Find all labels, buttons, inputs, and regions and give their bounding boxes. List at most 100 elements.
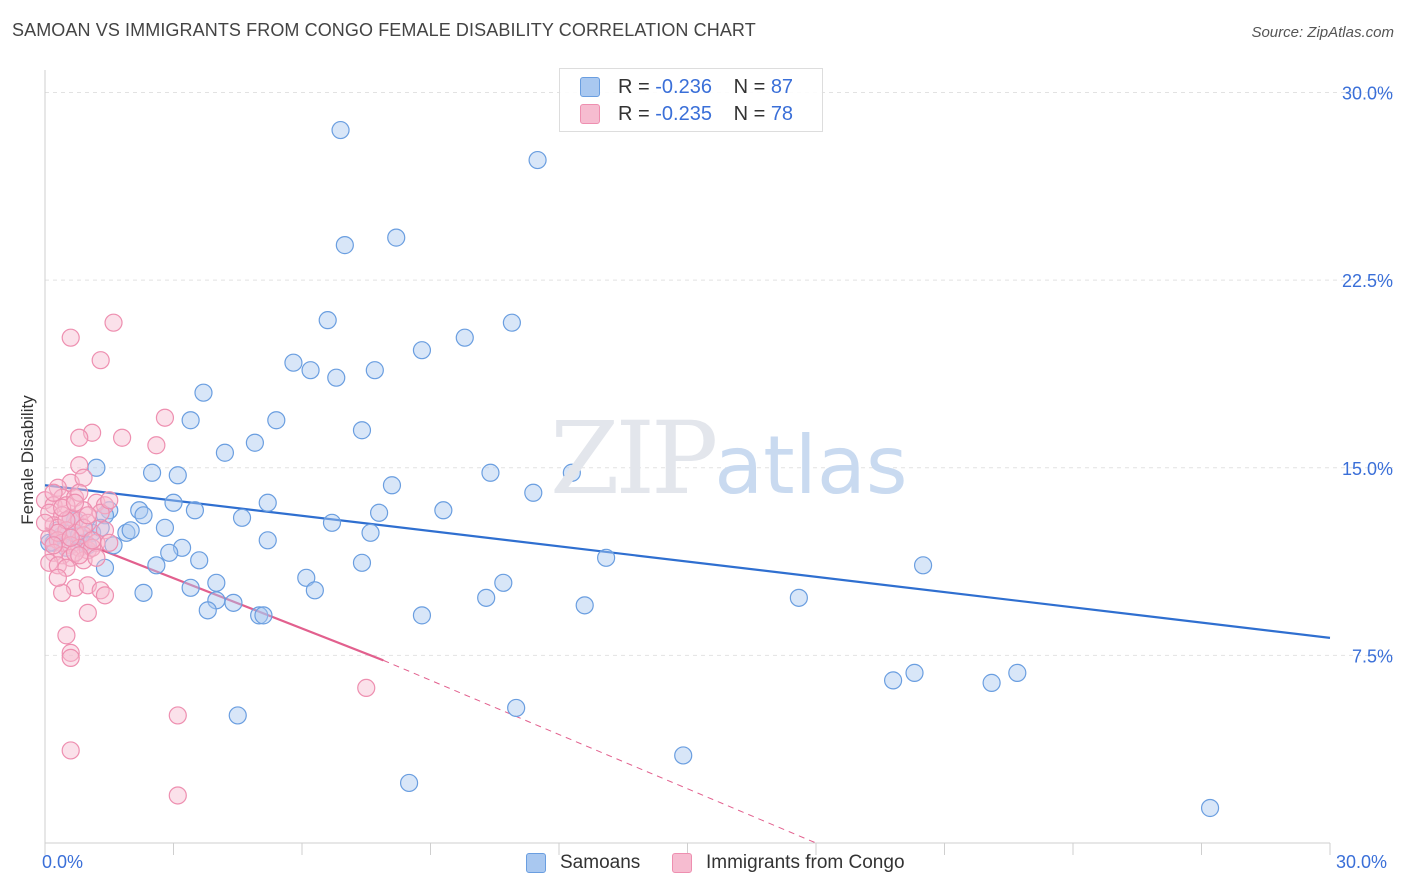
- y-tick-label-1: 15.0%: [1342, 459, 1393, 479]
- axes: [44, 70, 1331, 855]
- point-1-7: [147, 436, 166, 455]
- r-label: R =: [618, 102, 656, 125]
- point-1-5: [112, 428, 132, 447]
- point-0-67: [789, 588, 808, 607]
- trend-lines: [44, 484, 1331, 844]
- legend-item-samoans: Samoans: [526, 852, 640, 874]
- point-0-74: [883, 671, 903, 690]
- point-0-9: [301, 361, 320, 380]
- point-1-52: [95, 586, 115, 605]
- point-0-50: [190, 551, 209, 570]
- point-0-30: [134, 506, 153, 525]
- point-0-68: [250, 606, 269, 625]
- y-tick-label-0: 7.5%: [1352, 646, 1393, 666]
- legend-row-samoans: R = -0.236 N = 87: [580, 75, 793, 99]
- point-1-3: [155, 408, 175, 427]
- trend-line-extended-1: [383, 659, 817, 844]
- point-0-24: [524, 483, 543, 502]
- point-0-14: [267, 411, 286, 430]
- point-0-59: [494, 573, 513, 592]
- point-0-7: [412, 341, 432, 360]
- y-axis-title: Female Disability: [18, 395, 37, 525]
- point-0-49: [160, 543, 179, 562]
- point-1-1: [61, 328, 80, 347]
- point-0-61: [181, 578, 200, 597]
- point-1-59: [61, 741, 80, 760]
- point-0-1: [528, 150, 547, 170]
- x-tick-label-max: 30.0%: [1336, 852, 1388, 872]
- point-1-56: [61, 648, 80, 667]
- point-0-53: [352, 553, 372, 572]
- point-1-76: [48, 568, 67, 587]
- point-0-70: [412, 606, 432, 625]
- n-value: 87: [770, 75, 794, 98]
- point-0-65: [477, 588, 496, 607]
- point-0-0: [331, 120, 350, 140]
- point-0-11: [365, 361, 384, 380]
- y-tick-label-3: 30.0%: [1342, 84, 1393, 104]
- point-1-73: [35, 513, 55, 532]
- point-1-75: [78, 506, 97, 525]
- point-0-21: [481, 463, 500, 482]
- correlation-legend: R = -0.236 N = 87 R = -0.235 N = 78: [559, 68, 823, 132]
- point-0-77: [1008, 663, 1027, 682]
- point-1-10: [74, 468, 93, 487]
- grid-lines: [45, 92, 1395, 656]
- point-0-64: [198, 601, 217, 620]
- point-0-29: [185, 501, 205, 520]
- point-0-34: [370, 503, 389, 522]
- n-value: 78: [770, 102, 794, 125]
- n-label: N =: [733, 75, 771, 98]
- legend-swatch-samoans: [526, 853, 546, 873]
- point-0-16: [245, 433, 264, 452]
- data-points: [35, 120, 1220, 818]
- point-0-41: [361, 523, 380, 542]
- point-0-76: [982, 673, 1001, 692]
- point-0-8: [284, 353, 303, 372]
- r-value: -0.235: [655, 102, 712, 125]
- legend-swatch-congo: [580, 104, 600, 124]
- point-0-12: [194, 383, 213, 402]
- watermark: ZIPatlas: [550, 400, 908, 517]
- point-1-68: [44, 536, 63, 555]
- y-tick-labels: 7.5% 15.0% 22.5% 30.0%: [1342, 84, 1393, 667]
- point-1-55: [61, 643, 80, 662]
- point-0-25: [164, 493, 183, 512]
- point-0-33: [322, 513, 342, 532]
- point-1-72: [100, 491, 119, 510]
- point-0-63: [224, 593, 243, 612]
- point-0-22: [562, 463, 581, 482]
- point-0-3: [387, 228, 406, 247]
- trend-line-0: [44, 484, 1331, 639]
- point-0-39: [121, 521, 140, 540]
- point-1-61: [44, 483, 63, 502]
- x-tick-label-min: 0.0%: [42, 852, 84, 872]
- series-legend: Samoans Immigrants from Congo: [0, 852, 1406, 876]
- source-credit: Source: ZipAtlas.com: [1251, 24, 1394, 41]
- point-0-15: [352, 421, 372, 440]
- point-1-67: [61, 528, 80, 547]
- legend-label-congo: Immigrants from Congo: [706, 852, 905, 873]
- point-0-55: [913, 556, 933, 575]
- point-0-60: [134, 583, 153, 602]
- point-1-69: [83, 531, 102, 550]
- point-0-38: [155, 518, 175, 537]
- point-0-78: [507, 698, 526, 718]
- r-value: -0.236: [655, 75, 712, 98]
- point-0-35: [434, 501, 453, 520]
- point-0-5: [502, 313, 521, 332]
- n-label: N =: [733, 102, 771, 125]
- legend-label-samoans: Samoans: [560, 852, 641, 873]
- point-1-0: [104, 313, 123, 332]
- point-1-6: [70, 428, 89, 447]
- point-1-71: [65, 493, 85, 512]
- point-0-56: [207, 573, 226, 592]
- chart-title: SAMOAN VS IMMIGRANTS FROM CONGO FEMALE D…: [12, 20, 756, 40]
- y-tick-label-2: 22.5%: [1342, 271, 1393, 291]
- point-0-2: [335, 236, 354, 255]
- point-0-82: [1200, 798, 1220, 818]
- legend-row-congo: R = -0.235 N = 78: [580, 102, 793, 126]
- point-0-69: [254, 606, 273, 625]
- point-0-52: [147, 556, 166, 575]
- point-0-66: [575, 596, 594, 615]
